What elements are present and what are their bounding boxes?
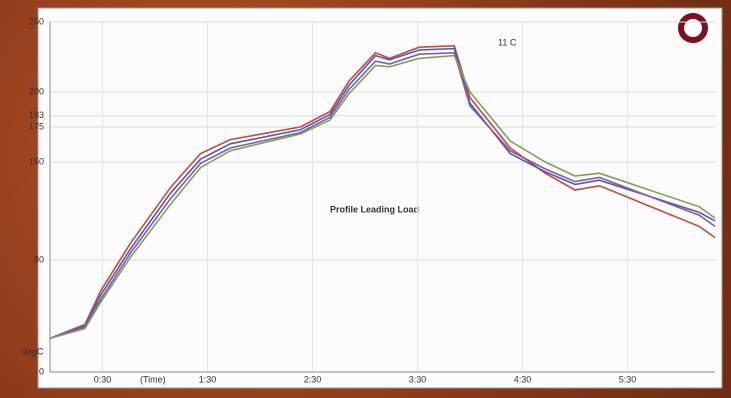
series-line — [49, 44, 716, 340]
x-tick-label: 5:30 — [619, 374, 637, 384]
x-tick-label: 1:30 — [199, 374, 217, 384]
x-tick-label: 4:30 — [514, 374, 532, 384]
x-tick-label: 3:30 — [409, 374, 427, 384]
series-line — [49, 47, 716, 340]
y-tick-label: 200 — [29, 86, 44, 96]
y-tick-label: 80 — [34, 254, 44, 264]
x-axis-label: (Time) — [140, 374, 166, 384]
y-tick-label: 250 — [29, 16, 44, 26]
x-tick-label: 2:30 — [304, 374, 322, 384]
y-tick-label: 150 — [29, 156, 44, 166]
annotation: Profile Leading Load — [330, 204, 419, 214]
plot-panel — [37, 7, 723, 389]
series-line — [49, 54, 716, 340]
annotation: 11 C — [498, 37, 517, 47]
y-tick-label: 183 — [29, 110, 44, 120]
series-line — [49, 51, 716, 340]
y-tick-label: 175 — [29, 121, 44, 131]
x-tick-label: 0:30 — [94, 374, 112, 384]
y-tick-label: 0 — [39, 366, 44, 376]
y-axis-label: degC — [22, 346, 44, 356]
logo-ring — [678, 13, 708, 43]
